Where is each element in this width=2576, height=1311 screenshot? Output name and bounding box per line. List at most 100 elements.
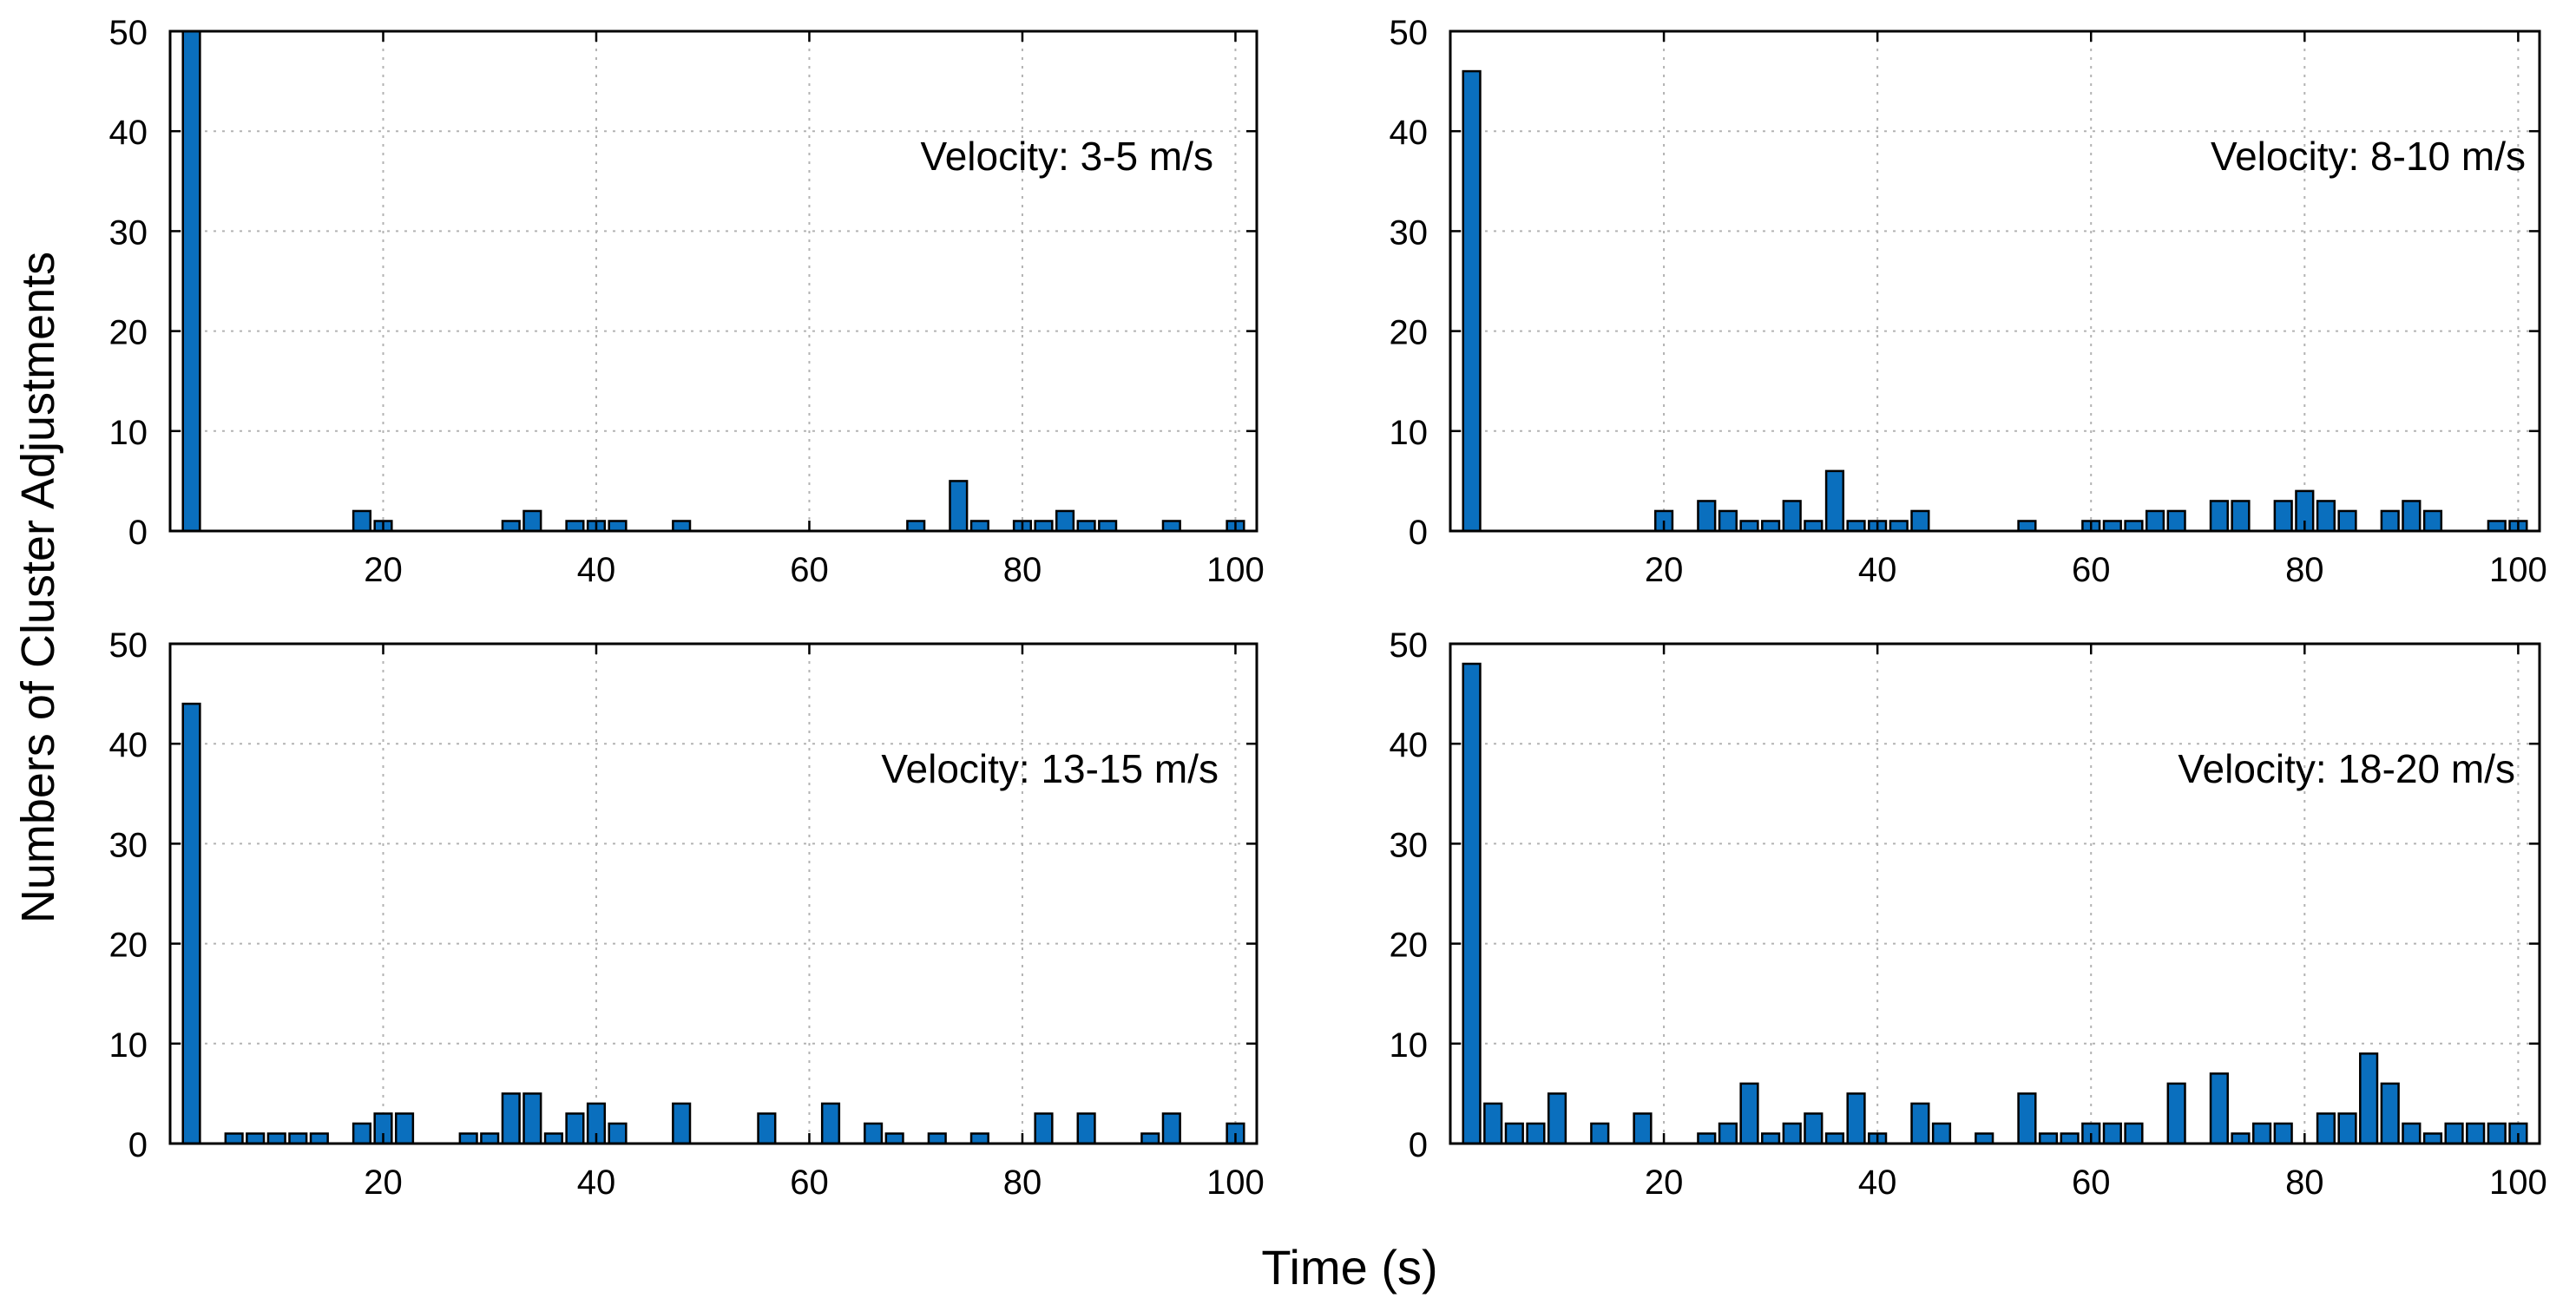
bar (2060, 1132, 2080, 1145)
bar (1526, 1122, 1546, 1145)
x-tick-label: 60 (790, 1164, 829, 1202)
bar (2380, 1082, 2400, 1145)
bar (884, 1132, 904, 1145)
bar (1161, 520, 1181, 533)
chart-panel-1: 20 40 60 80 100 0 10 20 30 40 50 Velocity: 3-5 m/s (109, 14, 1265, 589)
axes-box (168, 642, 1258, 1145)
bar (2402, 500, 2422, 533)
bar (1547, 1092, 1567, 1145)
bar (1739, 520, 1759, 533)
bar (1846, 520, 1866, 533)
bar (288, 1132, 308, 1145)
bar (565, 520, 585, 533)
y-tick-label: 50 (1390, 14, 1429, 52)
bar (1889, 520, 1909, 533)
bar (2017, 520, 2037, 533)
y-tick-label: 0 (1409, 1126, 1428, 1164)
bar (543, 1132, 563, 1145)
y-tick-label: 20 (1390, 314, 1429, 352)
x-tick-label: 60 (790, 551, 829, 589)
bar (1462, 662, 1482, 1145)
x-tick-label: 40 (577, 551, 616, 589)
bar (2038, 1132, 2059, 1145)
y-tick-label: 10 (1390, 414, 1429, 452)
bar (1718, 509, 1738, 533)
bar (1697, 1132, 1717, 1145)
y-tick-label: 40 (1390, 726, 1429, 764)
bar (906, 520, 926, 533)
x-tick-label: 20 (1645, 551, 1684, 589)
bar (266, 1132, 286, 1145)
bar (757, 1112, 777, 1145)
bar (2337, 509, 2357, 533)
bar (2102, 1122, 2122, 1145)
bar (927, 1132, 947, 1145)
bar (1975, 1132, 1994, 1145)
x-tick-label: 100 (2489, 1164, 2547, 1202)
y-tick-label: 40 (1390, 114, 1429, 152)
x-tick-label: 100 (2489, 551, 2547, 589)
bar (2231, 1132, 2251, 1145)
y-tick-label: 30 (1390, 826, 1429, 864)
y-tick-label: 10 (1390, 1026, 1429, 1065)
bar (1931, 1122, 1952, 1145)
y-tick-label: 30 (1390, 213, 1429, 252)
y-tick-label: 30 (109, 826, 148, 864)
x-tick-label: 20 (1645, 1164, 1684, 1202)
bar (2316, 1112, 2336, 1145)
bar (565, 1112, 585, 1145)
x-tick-label: 80 (1003, 551, 1042, 589)
bar (522, 1092, 542, 1145)
axes-box (1449, 642, 2541, 1145)
velocity-annotation: Velocity: 8-10 m/s (2211, 134, 2526, 179)
bar (1483, 1102, 1503, 1145)
y-tick-label: 50 (109, 14, 148, 52)
bar (2124, 520, 2144, 533)
bar (2359, 1052, 2379, 1145)
bar (2017, 1092, 2037, 1145)
bar (2466, 1122, 2486, 1145)
bar (522, 509, 542, 533)
axes-box (1449, 29, 2541, 533)
x-tick-label: 60 (2072, 1164, 2111, 1202)
bar (1098, 520, 1118, 533)
bar (608, 520, 628, 533)
x-tick-label: 80 (2285, 1164, 2324, 1202)
bar (2166, 1082, 2186, 1145)
x-tick-label: 20 (364, 551, 403, 589)
y-tick-label: 20 (109, 927, 148, 965)
bar (1910, 1102, 1930, 1145)
bar (1804, 520, 1824, 533)
axes-box (168, 29, 1258, 533)
bar (352, 509, 372, 533)
chart-panel-4: 20 40 60 80 100 0 10 20 30 40 50 Velocity: 18-20 m/… (1390, 626, 2547, 1202)
x-tick-label: 40 (1858, 1164, 1897, 1202)
y-tick-label: 50 (1390, 626, 1429, 665)
bar (864, 1122, 884, 1145)
bar (1846, 1092, 1866, 1145)
bar (1633, 1112, 1653, 1145)
bar (2380, 509, 2400, 533)
bar (2166, 509, 2186, 533)
bar (2316, 500, 2336, 533)
y-tick-label: 40 (109, 726, 148, 764)
velocity-annotation: Velocity: 13-15 m/s (881, 746, 1219, 791)
bar (458, 1132, 478, 1145)
bar (2273, 500, 2293, 533)
x-tick-label: 40 (1858, 551, 1897, 589)
velocity-annotation: Velocity: 3-5 m/s (921, 134, 1213, 179)
bar (1504, 1122, 1524, 1145)
x-tick-label: 20 (364, 1164, 403, 1202)
bar (246, 1132, 266, 1145)
bar (1910, 509, 1930, 533)
bar (224, 1132, 244, 1145)
bar (672, 520, 692, 533)
bar (1804, 1112, 1824, 1145)
bar (1782, 500, 1802, 533)
bar (2422, 1132, 2443, 1145)
y-tick-label: 20 (1390, 927, 1429, 965)
y-tick-label: 0 (1409, 514, 1428, 552)
bar (820, 1102, 841, 1145)
bar (949, 480, 969, 533)
